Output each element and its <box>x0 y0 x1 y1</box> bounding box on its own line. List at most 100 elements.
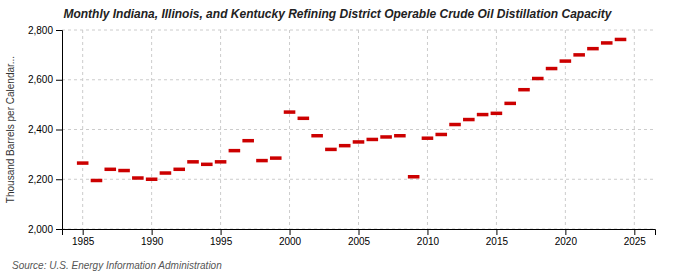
y-tick-mark <box>56 130 62 131</box>
grid-line-x <box>151 30 152 229</box>
grid-line-x <box>289 30 290 229</box>
segment <box>353 140 365 144</box>
x-axis: 1985 1990 1995 2000 2005 2010 2015 2020 2025 <box>63 229 656 247</box>
x-tick-label: 2005 <box>348 236 371 247</box>
grid-line-x <box>427 30 428 229</box>
y-tick-mark <box>56 229 62 230</box>
y-axis-line <box>56 31 63 230</box>
x-tick-label: 2015 <box>486 236 509 247</box>
grid-line-x <box>634 30 635 229</box>
segment <box>229 149 241 153</box>
x-tick: 2005 <box>348 229 371 247</box>
x-tick-mark <box>427 229 428 235</box>
x-axis-line <box>63 230 656 236</box>
y-axis: 2,000 2,200 2,400 2,600 2,800 <box>28 25 63 235</box>
y-tick-label: 2,800 <box>28 25 53 36</box>
grid-line-y <box>62 129 655 130</box>
x-tick: 2015 <box>486 229 509 247</box>
x-tick: 1990 <box>141 229 164 247</box>
x-tick-label: 2010 <box>417 236 440 247</box>
chart-title: Monthly Indiana, Illinois, and Kentucky … <box>63 7 612 21</box>
y-tick-label: 2,200 <box>28 174 53 185</box>
y-tick-mark <box>56 80 62 81</box>
chart-container: 1985 1990 1995 2000 2005 2010 2015 2020 2025 2,00… <box>0 0 675 275</box>
segment <box>380 135 392 139</box>
segment <box>256 159 268 163</box>
segment <box>215 160 227 164</box>
x-tick-label: 1990 <box>141 236 164 247</box>
grid-line-x <box>82 30 83 229</box>
x-tick-mark <box>152 229 153 235</box>
x-tick-label: 1985 <box>72 236 95 247</box>
x-tick-label: 1995 <box>210 236 233 247</box>
x-tick: 2025 <box>624 229 647 247</box>
annotation: Source: U.S. Energy Information Administ… <box>12 260 222 271</box>
segment <box>408 175 420 179</box>
x-tick-mark <box>221 229 222 235</box>
marks <box>77 39 626 180</box>
segment <box>546 67 558 71</box>
grid-line-x <box>358 30 359 229</box>
x-tick-mark <box>359 229 360 235</box>
segment <box>201 163 213 167</box>
x-tick: 2000 <box>279 229 302 247</box>
y-tick-mark <box>56 179 62 180</box>
segment <box>518 88 530 92</box>
segment <box>104 168 116 172</box>
segment <box>560 59 572 63</box>
segment <box>311 134 323 138</box>
y-tick-label: 2,600 <box>28 74 53 85</box>
grid <box>62 30 655 229</box>
x-tick: 1985 <box>72 229 95 247</box>
segment <box>587 47 599 51</box>
x-tick-mark <box>565 229 566 235</box>
x-tick: 2020 <box>555 229 578 247</box>
segment <box>284 110 296 114</box>
segment <box>532 77 544 81</box>
segment <box>77 161 89 165</box>
segment <box>463 118 475 122</box>
segment <box>242 139 254 143</box>
segment <box>187 160 199 164</box>
y-tick-label: 2,400 <box>28 124 53 135</box>
segment <box>270 156 282 160</box>
segment <box>91 179 103 183</box>
segment <box>366 138 378 142</box>
y-tick: 2,400 <box>28 124 62 135</box>
grid-line-y <box>62 179 655 180</box>
x-tick-label: 2025 <box>624 236 647 247</box>
y-axis-label: Thousand Barrels per Calendar... <box>5 56 16 203</box>
segment <box>339 144 351 148</box>
x-tick-label: 2020 <box>555 236 578 247</box>
plot-area: 1985 1990 1995 2000 2005 2010 2015 2020 2025 2,00… <box>28 25 656 247</box>
grid-line-x <box>496 30 497 229</box>
segment <box>132 176 144 180</box>
segment <box>615 38 627 42</box>
segment <box>422 136 434 140</box>
segment <box>146 178 158 182</box>
y-tick: 2,800 <box>28 25 62 36</box>
segment <box>449 123 461 127</box>
y-tick: 2,200 <box>28 174 62 185</box>
y-tick: 2,000 <box>28 224 62 235</box>
x-tick-mark <box>496 229 497 235</box>
segment <box>173 168 185 172</box>
segment <box>160 171 172 175</box>
x-tick-label: 2000 <box>279 236 302 247</box>
y-tick-mark <box>56 30 62 31</box>
segment <box>573 53 585 57</box>
segment <box>601 41 613 45</box>
x-tick-mark <box>83 229 84 235</box>
segment <box>477 113 489 117</box>
x-tick-mark <box>290 229 291 235</box>
segment <box>435 133 447 137</box>
y-tick-label: 2,000 <box>28 224 53 235</box>
segment <box>394 134 406 138</box>
grid-line-x <box>220 30 221 229</box>
segment <box>325 148 337 152</box>
segment <box>118 169 130 173</box>
y-tick: 2,600 <box>28 74 62 85</box>
x-tick-mark <box>634 229 635 235</box>
x-tick: 1995 <box>210 229 233 247</box>
segment <box>298 117 310 121</box>
